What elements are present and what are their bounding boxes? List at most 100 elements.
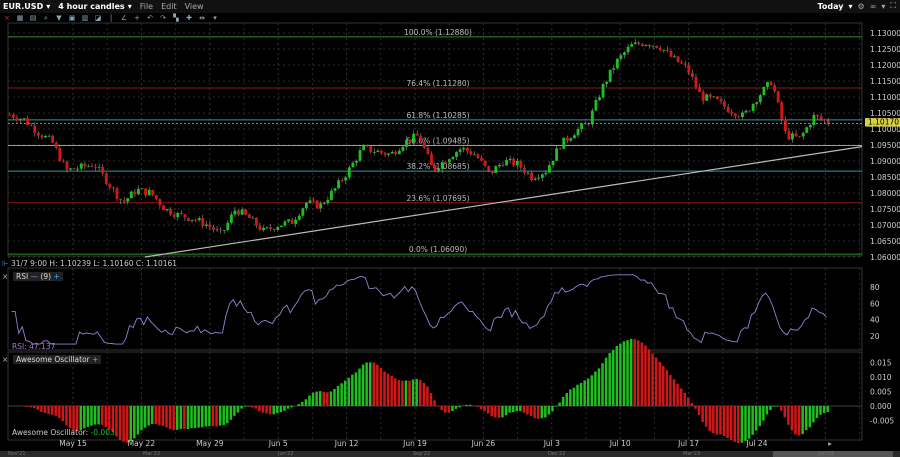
ao-bar xyxy=(483,406,486,412)
candle xyxy=(44,135,47,138)
chevron-down-icon[interactable]: ▾ xyxy=(881,1,886,11)
maximize-icon[interactable]: ⛶ xyxy=(890,1,896,10)
rsi-legend[interactable]: RSI — (9) + xyxy=(13,272,63,281)
candle xyxy=(154,195,158,200)
candle xyxy=(340,180,344,182)
crosshair-icon[interactable]: + xyxy=(134,13,140,22)
add-icon[interactable]: + xyxy=(53,272,60,281)
menu-file[interactable]: File xyxy=(139,2,154,11)
candle xyxy=(290,219,294,224)
ao-bar xyxy=(604,357,608,406)
candle xyxy=(533,178,537,180)
bar-icon[interactable]: | xyxy=(109,13,113,22)
symbol-selector[interactable]: EUR.USD xyxy=(3,2,44,11)
more-icon[interactable]: ▾ xyxy=(213,13,217,22)
candle xyxy=(283,221,287,226)
ao-bar xyxy=(404,380,408,406)
panel-frame xyxy=(7,351,863,441)
timeframe-selector[interactable]: 4 hour candles xyxy=(58,2,125,11)
ao-bar xyxy=(419,379,422,406)
table-icon[interactable]: ▣ xyxy=(68,13,76,22)
candle xyxy=(762,86,766,96)
draw-icon[interactable]: ◪ xyxy=(94,13,102,22)
time-axis-label: Jul 17 xyxy=(677,439,699,448)
ao-bar xyxy=(215,406,218,427)
candle xyxy=(304,202,308,209)
candle xyxy=(680,62,684,64)
ao-bar xyxy=(229,406,233,420)
candle xyxy=(133,191,137,195)
time-scrollbar[interactable]: Nov'21 Mar'22 Jun'22 Sep'22 Dec'22 Mar'23 Jun'… xyxy=(0,451,900,457)
add-icon[interactable]: + xyxy=(92,355,99,364)
ao-bar xyxy=(108,406,111,430)
ao-bar xyxy=(519,406,522,412)
trendline[interactable] xyxy=(144,146,863,258)
ao-bar xyxy=(554,406,558,407)
ao-bar xyxy=(626,340,629,406)
candle xyxy=(90,165,94,167)
filter-icon[interactable]: ▼ xyxy=(56,13,62,22)
candle xyxy=(476,154,480,159)
candle xyxy=(229,214,233,223)
ao-bar xyxy=(29,406,32,408)
undo-icon[interactable]: ↶ xyxy=(147,13,153,22)
ao-bar xyxy=(704,406,708,427)
ao-bar xyxy=(637,340,640,406)
candle xyxy=(562,137,566,149)
chevron-down-icon[interactable]: ▾ xyxy=(46,2,51,11)
ao-bar xyxy=(79,406,82,430)
chevron-down-icon[interactable]: ▾ xyxy=(848,1,853,11)
close-rsi-icon[interactable]: × xyxy=(2,272,9,281)
chevron-down-icon[interactable]: ▾ xyxy=(127,2,132,11)
candle xyxy=(144,188,148,196)
rsi-tick-label: 20 xyxy=(870,332,880,341)
chart-icon[interactable]: ▥ xyxy=(81,13,89,22)
close-icon[interactable]: × xyxy=(4,13,10,22)
split-icon[interactable]: ⇹ xyxy=(199,13,205,22)
candle xyxy=(215,229,219,231)
candle xyxy=(469,151,473,155)
candle xyxy=(644,44,648,46)
ao-tick-label: -0.005 xyxy=(870,417,894,426)
range-selector[interactable]: Today xyxy=(817,1,844,11)
candle xyxy=(412,133,416,143)
ao-bar xyxy=(536,406,540,419)
redo-icon[interactable]: ↷ xyxy=(160,13,166,22)
candle xyxy=(633,42,637,45)
link-icon[interactable]: ∞ xyxy=(869,1,877,11)
candle xyxy=(387,153,391,155)
grid-icon[interactable]: ▦ xyxy=(16,13,24,22)
ao-bar xyxy=(222,406,225,426)
close-ao-icon[interactable]: × xyxy=(2,355,9,364)
candle-icon[interactable]: ▚ xyxy=(173,13,179,22)
ao-bar xyxy=(125,406,129,443)
ao-bar xyxy=(783,406,787,418)
ao-bar xyxy=(812,406,815,423)
ao-bar xyxy=(401,380,404,406)
panel-frame xyxy=(7,267,863,351)
ao-bar xyxy=(261,406,265,413)
ao-bar xyxy=(186,406,190,430)
layout-icon[interactable]: ▤ xyxy=(29,13,37,22)
ao-bar xyxy=(175,406,179,430)
candle xyxy=(251,217,255,219)
move-icon[interactable]: ✚ xyxy=(186,13,192,22)
candle xyxy=(548,165,551,173)
ao-bar xyxy=(737,406,740,444)
ao-legend[interactable]: Awesome Oscillator + xyxy=(13,355,102,364)
candle xyxy=(165,208,169,211)
candle xyxy=(708,94,712,97)
line-icon[interactable]: ∠ xyxy=(120,13,128,22)
candle xyxy=(776,91,780,103)
zoom-icon[interactable]: ⌕ xyxy=(44,13,48,22)
scrollbar-thumb[interactable] xyxy=(773,451,893,457)
ao-bar xyxy=(426,386,429,406)
ao-bar xyxy=(372,362,376,406)
ao-bar xyxy=(190,406,193,429)
menu-edit[interactable]: Edit xyxy=(161,2,177,11)
gear-icon[interactable]: ⚙ xyxy=(857,1,865,11)
menu-view[interactable]: View xyxy=(184,2,204,11)
candle xyxy=(494,166,498,174)
candle xyxy=(758,95,762,103)
